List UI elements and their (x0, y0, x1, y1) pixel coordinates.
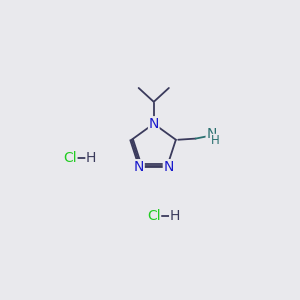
Text: Cl: Cl (147, 209, 160, 223)
Text: N: N (134, 160, 144, 174)
Text: Cl: Cl (63, 152, 77, 165)
Text: H: H (170, 209, 180, 223)
Text: N: N (206, 128, 217, 141)
Text: N: N (164, 160, 174, 174)
Text: N: N (148, 117, 159, 131)
Text: H: H (86, 152, 96, 165)
Text: H: H (211, 134, 220, 147)
